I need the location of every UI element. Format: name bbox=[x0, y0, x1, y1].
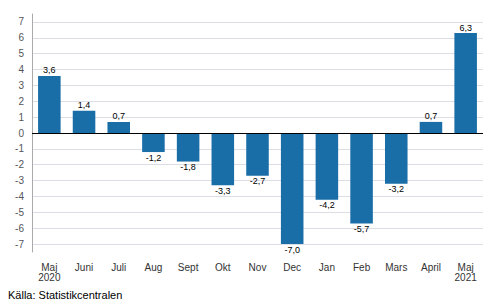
svg-text:Juli: Juli bbox=[111, 262, 126, 273]
svg-text:-1: -1 bbox=[15, 143, 24, 154]
svg-text:Mars: Mars bbox=[385, 262, 407, 273]
svg-text:-6: -6 bbox=[15, 223, 24, 234]
svg-text:1: 1 bbox=[18, 112, 24, 123]
svg-text:April: April bbox=[421, 262, 441, 273]
svg-text:-7: -7 bbox=[15, 239, 24, 250]
svg-text:-7,0: -7,0 bbox=[284, 245, 300, 255]
svg-text:Källa: Statistikcentralen: Källa: Statistikcentralen bbox=[8, 289, 122, 301]
svg-text:-4: -4 bbox=[15, 191, 24, 202]
svg-text:Sept: Sept bbox=[178, 262, 199, 273]
svg-text:-2: -2 bbox=[15, 159, 24, 170]
svg-text:7: 7 bbox=[18, 16, 24, 27]
svg-text:Maj: Maj bbox=[41, 261, 58, 273]
svg-text:2: 2 bbox=[18, 96, 24, 107]
svg-text:0: 0 bbox=[18, 128, 24, 139]
svg-text:Feb: Feb bbox=[353, 262, 371, 273]
svg-text:4: 4 bbox=[18, 64, 24, 75]
svg-text:6,3: 6,3 bbox=[459, 23, 472, 33]
svg-text:1,4: 1,4 bbox=[78, 100, 91, 110]
svg-text:3: 3 bbox=[18, 80, 24, 91]
svg-text:-5: -5 bbox=[15, 207, 24, 218]
svg-text:Juni: Juni bbox=[75, 262, 93, 273]
svg-text:0,7: 0,7 bbox=[425, 111, 438, 121]
svg-text:Jan: Jan bbox=[319, 262, 335, 273]
svg-text:-1,8: -1,8 bbox=[180, 162, 196, 172]
svg-text:Okt: Okt bbox=[215, 262, 231, 273]
svg-text:-4,2: -4,2 bbox=[319, 200, 335, 210]
svg-text:3,6: 3,6 bbox=[43, 65, 56, 75]
svg-text:-3: -3 bbox=[15, 175, 24, 186]
svg-text:5: 5 bbox=[18, 48, 24, 59]
svg-text:-5,7: -5,7 bbox=[354, 224, 370, 234]
svg-text:-3,2: -3,2 bbox=[389, 184, 405, 194]
svg-text:-2,7: -2,7 bbox=[250, 176, 266, 186]
svg-text:Dec: Dec bbox=[283, 262, 301, 273]
svg-text:2020: 2020 bbox=[38, 272, 61, 283]
svg-text:Nov: Nov bbox=[249, 262, 267, 273]
svg-text:0,7: 0,7 bbox=[112, 111, 125, 121]
svg-text:2021: 2021 bbox=[455, 272, 478, 283]
svg-text:-1,2: -1,2 bbox=[146, 153, 162, 163]
svg-text:6: 6 bbox=[18, 32, 24, 43]
svg-text:-3,3: -3,3 bbox=[215, 186, 231, 196]
svg-text:Aug: Aug bbox=[145, 262, 163, 273]
svg-text:Maj: Maj bbox=[457, 261, 474, 273]
